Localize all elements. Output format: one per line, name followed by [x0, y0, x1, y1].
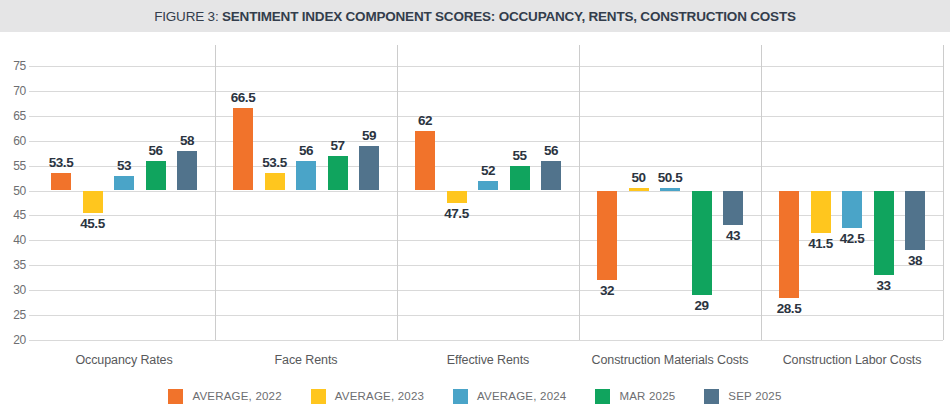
bar-mar-2025-occupancy-rates	[146, 161, 166, 191]
gridline-20	[29, 340, 943, 341]
gridline-50	[29, 191, 943, 192]
legend-swatch-icon	[704, 389, 719, 404]
bar-value-label: 53.5	[39, 155, 83, 171]
bar-value-label: 56	[529, 143, 573, 159]
bar-mar-2025-effective-rents	[510, 166, 530, 191]
bar-value-label: 62	[403, 113, 447, 129]
bar-average-2023-face-rents	[265, 173, 285, 190]
bar-value-label: 50.5	[648, 170, 692, 186]
bar-average-2022-construction-materials-costs	[597, 191, 617, 281]
bar-value-label: 28.5	[767, 301, 811, 317]
y-axis-tick-70: 70	[6, 84, 26, 98]
bar-average-2024-face-rents	[296, 161, 316, 191]
group-divider	[761, 45, 762, 340]
category-label-1: Occupancy Rates	[33, 353, 215, 367]
bar-value-label: 43	[711, 228, 755, 244]
gridline-65	[29, 116, 943, 117]
legend-swatch-icon	[311, 389, 326, 404]
plot-right-border	[943, 45, 944, 340]
legend-label: AVERAGE, 2024	[477, 390, 566, 402]
bar-average-2022-construction-labor-costs	[779, 191, 799, 298]
category-label-4: Construction Materials Costs	[579, 353, 761, 367]
bar-sep-2025-construction-materials-costs	[723, 191, 743, 226]
legend-item-mar-2025: MAR 2025	[595, 389, 675, 404]
figure-3-sentiment-chart: FIGURE 3: SENTIMENT INDEX COMPONENT SCOR…	[0, 0, 950, 415]
bar-value-label: 52	[466, 163, 510, 179]
bar-value-label: 47.5	[435, 206, 479, 222]
group-divider	[215, 45, 216, 340]
y-axis-tick-60: 60	[6, 134, 26, 148]
y-axis-tick-40: 40	[6, 233, 26, 247]
bar-sep-2025-face-rents	[359, 146, 379, 191]
bar-average-2023-construction-materials-costs	[629, 188, 649, 191]
y-axis-tick-25: 25	[6, 308, 26, 322]
bar-average-2024-construction-labor-costs	[842, 191, 862, 228]
legend-item-average-2024: AVERAGE, 2024	[453, 389, 566, 404]
bar-value-label: 38	[893, 253, 937, 269]
gridline-70	[29, 91, 943, 92]
gridline-45	[29, 215, 943, 216]
bar-mar-2025-face-rents	[328, 156, 348, 191]
bar-value-label: 32	[585, 283, 629, 299]
y-axis-tick-35: 35	[6, 258, 26, 272]
bar-sep-2025-occupancy-rates	[177, 151, 197, 191]
group-divider	[397, 45, 398, 340]
bar-average-2024-construction-materials-costs	[660, 188, 680, 191]
bar-value-label: 58	[165, 133, 209, 149]
legend-item-average-2023: AVERAGE, 2023	[311, 389, 424, 404]
gridline-35	[29, 265, 943, 266]
y-axis-tick-45: 45	[6, 208, 26, 222]
bar-average-2022-face-rents	[233, 108, 253, 190]
bar-average-2023-occupancy-rates	[83, 191, 103, 213]
bar-value-label: 66.5	[221, 90, 265, 106]
bar-value-label: 45.5	[71, 216, 115, 232]
legend-label: SEP 2025	[728, 390, 781, 402]
y-axis-tick-20: 20	[6, 333, 26, 347]
bar-value-label: 53	[102, 158, 146, 174]
bar-value-label: 29	[680, 298, 724, 314]
bar-average-2024-occupancy-rates	[114, 176, 134, 191]
bar-value-label: 33	[862, 278, 906, 294]
gridline-30	[29, 290, 943, 291]
y-axis-tick-75: 75	[6, 59, 26, 73]
group-divider	[579, 45, 580, 340]
bar-chart-plot-area: 75 70 65 60 55 50 45 40 35 30 25 20 53.5 45.5 53 56 58 Oc…	[0, 0, 950, 380]
bar-value-label: 59	[347, 128, 391, 144]
bar-average-2024-effective-rents	[478, 181, 498, 191]
y-axis-tick-65: 65	[6, 109, 26, 123]
bar-average-2023-construction-labor-costs	[811, 191, 831, 233]
bar-average-2022-occupancy-rates	[51, 173, 71, 190]
legend-item-sep-2025: SEP 2025	[704, 389, 781, 404]
category-label-2: Face Rents	[215, 353, 397, 367]
legend-item-average-2022: AVERAGE, 2022	[168, 389, 281, 404]
legend-swatch-icon	[595, 389, 610, 404]
bar-mar-2025-construction-labor-costs	[874, 191, 894, 276]
bar-average-2023-effective-rents	[447, 191, 467, 203]
chart-legend: AVERAGE, 2022 AVERAGE, 2023 AVERAGE, 2024 M…	[0, 386, 950, 406]
category-label-3: Effective Rents	[397, 353, 579, 367]
legend-swatch-icon	[453, 389, 468, 404]
y-axis-tick-30: 30	[6, 283, 26, 297]
y-axis-tick-50: 50	[6, 184, 26, 198]
gridline-75	[29, 66, 943, 67]
legend-label: AVERAGE, 2023	[335, 390, 424, 402]
y-axis-tick-55: 55	[6, 159, 26, 173]
legend-label: AVERAGE, 2022	[192, 390, 281, 402]
legend-swatch-icon	[168, 389, 183, 404]
bar-mar-2025-construction-materials-costs	[692, 191, 712, 296]
bar-sep-2025-effective-rents	[541, 161, 561, 191]
category-label-5: Construction Labor Costs	[761, 353, 943, 367]
bar-value-label: 42.5	[830, 231, 874, 247]
bar-average-2022-effective-rents	[415, 131, 435, 191]
bar-sep-2025-construction-labor-costs	[905, 191, 925, 251]
legend-label: MAR 2025	[619, 390, 675, 402]
